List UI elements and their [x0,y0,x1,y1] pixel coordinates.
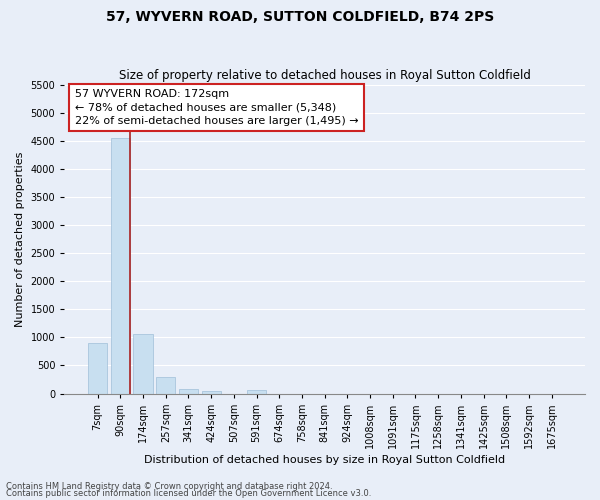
Bar [156,376,175,394]
Text: Contains HM Land Registry data © Crown copyright and database right 2024.: Contains HM Land Registry data © Crown c… [6,482,332,491]
Title: Size of property relative to detached houses in Royal Sutton Coldfield: Size of property relative to detached ho… [119,69,530,82]
X-axis label: Distribution of detached houses by size in Royal Sutton Coldfield: Distribution of detached houses by size … [144,455,505,465]
Bar [88,343,107,394]
Text: 57, WYVERN ROAD, SUTTON COLDFIELD, B74 2PS: 57, WYVERN ROAD, SUTTON COLDFIELD, B74 2… [106,10,494,24]
Text: 57 WYVERN ROAD: 172sqm
← 78% of detached houses are smaller (5,348)
22% of semi-: 57 WYVERN ROAD: 172sqm ← 78% of detached… [75,89,358,126]
Bar [111,138,130,394]
Text: Contains public sector information licensed under the Open Government Licence v3: Contains public sector information licen… [6,489,371,498]
Bar [179,389,198,394]
Bar [133,334,153,394]
Bar [247,390,266,394]
Y-axis label: Number of detached properties: Number of detached properties [15,152,25,326]
Bar [202,390,221,394]
